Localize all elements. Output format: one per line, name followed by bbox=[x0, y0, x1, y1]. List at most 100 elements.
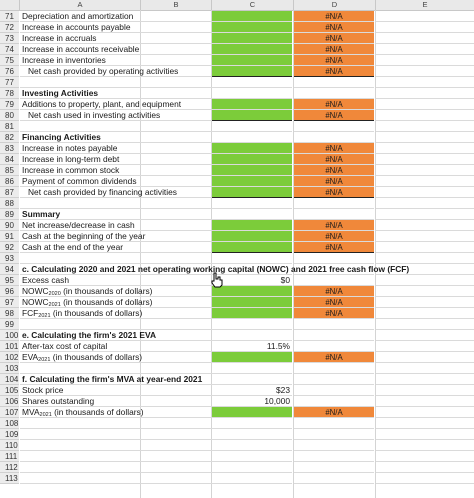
cell-c[interactable] bbox=[212, 44, 292, 55]
row-number[interactable]: 106 bbox=[0, 396, 19, 407]
cell-ab[interactable] bbox=[20, 396, 212, 407]
cell-e[interactable] bbox=[376, 275, 474, 286]
cell-c[interactable] bbox=[212, 77, 292, 88]
cell-d[interactable] bbox=[294, 374, 374, 385]
cell-e[interactable] bbox=[376, 154, 474, 165]
cell-ab[interactable] bbox=[20, 407, 212, 418]
row-number[interactable]: 71 bbox=[0, 11, 19, 22]
cell-ab[interactable] bbox=[20, 44, 212, 55]
cell-ab[interactable] bbox=[20, 231, 212, 242]
cell-ab[interactable] bbox=[20, 275, 212, 286]
cell-d[interactable]: #N/A bbox=[294, 11, 374, 22]
cell-ab[interactable] bbox=[20, 352, 212, 363]
row-number[interactable]: 91 bbox=[0, 231, 19, 242]
cell-ab[interactable] bbox=[20, 418, 212, 429]
cell-d[interactable] bbox=[294, 473, 374, 484]
cell-c[interactable] bbox=[212, 264, 292, 275]
cell-d[interactable]: #N/A bbox=[294, 220, 374, 231]
cell-c[interactable]: $0 bbox=[212, 275, 292, 286]
cell-d[interactable] bbox=[294, 330, 374, 341]
corner-cell[interactable] bbox=[0, 0, 20, 11]
cell-c[interactable] bbox=[212, 297, 292, 308]
row-number[interactable]: 103 bbox=[0, 363, 19, 374]
cell-e[interactable] bbox=[376, 187, 474, 198]
cell-ab[interactable] bbox=[20, 154, 212, 165]
cell-e[interactable] bbox=[376, 22, 474, 33]
cell-c[interactable] bbox=[212, 209, 292, 220]
cell-c[interactable] bbox=[212, 165, 292, 176]
cell-e[interactable] bbox=[376, 121, 474, 132]
cell-d[interactable] bbox=[294, 451, 374, 462]
cell-ab[interactable] bbox=[20, 297, 212, 308]
cell-c[interactable] bbox=[212, 99, 292, 110]
cell-c[interactable] bbox=[212, 429, 292, 440]
cell-d[interactable] bbox=[294, 341, 374, 352]
cell-c[interactable] bbox=[212, 110, 292, 121]
cell-c[interactable] bbox=[212, 451, 292, 462]
cell-d[interactable] bbox=[294, 418, 374, 429]
cell-c[interactable] bbox=[212, 440, 292, 451]
cell-ab[interactable] bbox=[20, 66, 212, 77]
cell-c[interactable] bbox=[212, 22, 292, 33]
cell-c[interactable] bbox=[212, 198, 292, 209]
row-number[interactable]: 87 bbox=[0, 187, 19, 198]
cell-e[interactable] bbox=[376, 220, 474, 231]
cell-e[interactable] bbox=[376, 473, 474, 484]
cell-ab[interactable] bbox=[20, 198, 212, 209]
cell-d[interactable]: #N/A bbox=[294, 143, 374, 154]
cell-c[interactable] bbox=[212, 121, 292, 132]
cell-ab[interactable] bbox=[20, 253, 212, 264]
cell-c[interactable] bbox=[212, 407, 292, 418]
cell-e[interactable] bbox=[376, 77, 474, 88]
row-number[interactable]: 75 bbox=[0, 55, 19, 66]
cell-e[interactable] bbox=[376, 319, 474, 330]
cell-d[interactable] bbox=[294, 275, 374, 286]
row-number[interactable]: 113 bbox=[0, 473, 19, 484]
column-header-d[interactable]: D bbox=[294, 0, 376, 11]
cell-e[interactable] bbox=[376, 231, 474, 242]
cell-d[interactable] bbox=[294, 396, 374, 407]
cell-e[interactable] bbox=[376, 176, 474, 187]
cell-e[interactable] bbox=[376, 440, 474, 451]
row-number[interactable]: 104 bbox=[0, 374, 19, 385]
cell-ab[interactable] bbox=[20, 374, 212, 385]
cell-ab[interactable] bbox=[20, 176, 212, 187]
cell-d[interactable] bbox=[294, 132, 374, 143]
cell-ab[interactable] bbox=[20, 462, 212, 473]
row-number[interactable]: 84 bbox=[0, 154, 19, 165]
cell-e[interactable] bbox=[376, 209, 474, 220]
cell-ab[interactable] bbox=[20, 209, 212, 220]
cell-d[interactable] bbox=[294, 121, 374, 132]
row-number[interactable]: 77 bbox=[0, 77, 19, 88]
cell-c[interactable]: 10,000 bbox=[212, 396, 292, 407]
row-number[interactable]: 97 bbox=[0, 297, 19, 308]
cell-e[interactable] bbox=[376, 308, 474, 319]
row-number[interactable]: 102 bbox=[0, 352, 19, 363]
cell-ab[interactable] bbox=[20, 55, 212, 66]
row-number[interactable]: 83 bbox=[0, 143, 19, 154]
cell-c[interactable] bbox=[212, 352, 292, 363]
cell-c[interactable] bbox=[212, 363, 292, 374]
cell-d[interactable]: #N/A bbox=[294, 33, 374, 44]
cell-d[interactable]: #N/A bbox=[294, 154, 374, 165]
cell-d[interactable] bbox=[294, 429, 374, 440]
cell-ab[interactable] bbox=[20, 286, 212, 297]
cell-c[interactable] bbox=[212, 11, 292, 22]
cell-e[interactable] bbox=[376, 462, 474, 473]
row-number[interactable]: 79 bbox=[0, 99, 19, 110]
cell-e[interactable] bbox=[376, 330, 474, 341]
cell-e[interactable] bbox=[376, 110, 474, 121]
cell-d[interactable] bbox=[294, 77, 374, 88]
cell-d[interactable]: #N/A bbox=[294, 308, 374, 319]
cell-e[interactable] bbox=[376, 143, 474, 154]
cell-e[interactable] bbox=[376, 165, 474, 176]
cell-e[interactable] bbox=[376, 242, 474, 253]
cell-ab[interactable] bbox=[20, 121, 212, 132]
cell-ab[interactable] bbox=[20, 77, 212, 88]
cell-ab[interactable] bbox=[20, 110, 212, 121]
cell-d[interactable] bbox=[294, 198, 374, 209]
cell-c[interactable] bbox=[212, 286, 292, 297]
cell-e[interactable] bbox=[376, 286, 474, 297]
cell-c[interactable] bbox=[212, 473, 292, 484]
